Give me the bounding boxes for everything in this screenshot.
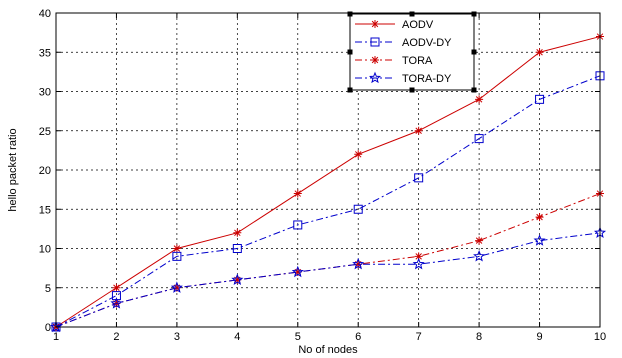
data-point	[110, 297, 123, 309]
x-axis-label: No of nodes	[298, 344, 358, 356]
legend-label: TORA	[402, 55, 433, 67]
legend-item-aodv: AODV	[355, 19, 434, 31]
legend-handle	[471, 49, 477, 55]
x-tick-label: 6	[355, 331, 361, 343]
series-group	[49, 32, 607, 333]
x-tick-label: 2	[113, 331, 119, 343]
y-tick-label: 20	[39, 165, 51, 177]
x-tick-label: 1	[53, 331, 59, 343]
data-point	[233, 228, 242, 237]
x-tick-label: 7	[416, 331, 422, 343]
legend-item-aodv-dy: AODV-DY	[355, 37, 452, 49]
y-axis-label: hello packet ratio	[7, 128, 19, 211]
y-tick-label: 35	[39, 47, 51, 59]
x-tick-label: 4	[234, 331, 240, 343]
data-point	[291, 265, 304, 278]
data-point	[293, 220, 303, 230]
y-tick-label: 0	[45, 322, 51, 334]
y-tick-label: 5	[45, 283, 51, 295]
x-tick-label: 9	[536, 331, 542, 343]
data-point	[233, 275, 242, 284]
data-point	[353, 204, 363, 214]
data-point	[414, 173, 424, 183]
series-line	[55, 36, 601, 328]
data-point	[49, 320, 63, 333]
legend-handle	[347, 49, 353, 55]
tick-group: 1 2 3 4 5 6 7 8 9 10 0 5 10 15 20 25 30 35 40	[39, 8, 606, 343]
series-aodv-dy	[51, 71, 605, 332]
data-point	[474, 134, 484, 144]
legend-item-tora: TORA	[355, 55, 433, 67]
legend-label: AODV-DY	[402, 37, 452, 49]
data-point	[293, 189, 302, 198]
legend-handle	[409, 11, 415, 17]
legend-label: TORA-DY	[402, 73, 452, 85]
data-point	[412, 257, 425, 270]
series-tora-dy	[49, 226, 607, 333]
legend-handle	[347, 87, 353, 93]
legend-handle	[409, 87, 415, 93]
data-point	[352, 257, 365, 270]
x-tick-label: 5	[295, 331, 301, 343]
legend-label: AODV	[402, 19, 434, 31]
data-point	[354, 150, 363, 159]
data-point	[172, 283, 181, 292]
data-point	[112, 283, 121, 292]
data-point	[293, 268, 302, 277]
x-tick-label: 8	[476, 331, 482, 343]
y-tick-label: 15	[39, 204, 51, 216]
data-point	[475, 236, 484, 245]
data-point	[414, 252, 423, 261]
data-point	[473, 250, 486, 262]
legend-swatch-marker	[368, 71, 382, 84]
legend-handle	[347, 11, 353, 17]
data-point	[535, 48, 544, 57]
legend-handle	[471, 11, 477, 17]
data-point	[535, 94, 545, 104]
legend-item-tora-dy: TORA-DY	[355, 71, 452, 85]
legend-swatch-marker	[371, 20, 379, 28]
legend-handle	[471, 87, 477, 93]
y-tick-label: 10	[39, 244, 51, 256]
data-point	[231, 273, 244, 286]
y-tick-label: 25	[39, 126, 51, 138]
data-point	[475, 95, 484, 104]
data-point	[170, 281, 183, 293]
data-point	[414, 126, 423, 135]
data-point	[533, 234, 546, 246]
data-point	[535, 213, 544, 222]
legend-swatch-marker	[370, 37, 380, 47]
x-tick-label: 10	[594, 331, 606, 343]
x-tick-label: 3	[174, 331, 180, 343]
series-line	[55, 232, 601, 328]
y-tick-label: 30	[39, 87, 51, 99]
data-point	[172, 244, 181, 253]
data-point	[172, 251, 182, 261]
data-point	[232, 244, 242, 253]
y-tick-label: 40	[39, 8, 51, 20]
legend: AODV AODV-DY TORA TORA-DY	[347, 11, 477, 93]
legend-swatch-marker	[371, 56, 379, 64]
